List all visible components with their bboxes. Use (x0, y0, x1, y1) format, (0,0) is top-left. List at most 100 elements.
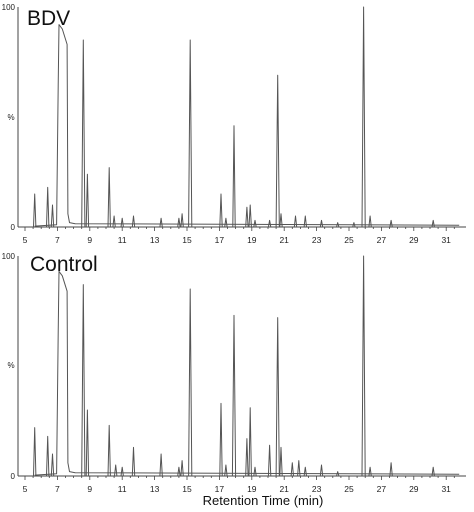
peak (114, 464, 118, 477)
peak (431, 466, 435, 477)
peak (131, 446, 136, 477)
peak (219, 193, 223, 228)
peak (275, 74, 280, 228)
peak (275, 317, 280, 477)
peak (120, 466, 124, 477)
peak (253, 219, 257, 228)
x-tick-label: 23 (312, 484, 322, 494)
peak (159, 217, 163, 228)
peak (85, 173, 90, 228)
x-tick-label: 29 (409, 235, 419, 245)
peak (303, 215, 307, 228)
peak (389, 462, 393, 477)
x-tick-label: 7 (55, 484, 60, 494)
x-tick-label: 9 (87, 235, 92, 245)
panel-title: BDV (27, 7, 70, 30)
y-tick-label: 0 (11, 472, 16, 481)
x-tick-label: 27 (377, 235, 387, 245)
peak (107, 424, 111, 477)
y-tick-label: 100 (2, 3, 16, 12)
x-tick-label: 15 (182, 235, 192, 245)
peak (159, 453, 163, 477)
peak (50, 453, 55, 477)
peak (180, 460, 184, 477)
peak (224, 217, 228, 228)
peak (33, 427, 37, 477)
x-tick-label: 9 (87, 484, 92, 494)
y-axis-label: % (7, 361, 14, 370)
peak (231, 314, 237, 477)
peak (279, 446, 283, 477)
x-tick-label: 21 (279, 484, 289, 494)
peak (224, 464, 228, 477)
peak (46, 186, 50, 228)
peak (319, 219, 324, 228)
peak (112, 215, 116, 228)
peak (303, 466, 307, 477)
control-panel: 100 0% 5 7 9 11 13 15 17 19 21 23 25 27 29 31 Control (2, 252, 466, 494)
x-tick-label: 17 (215, 235, 225, 245)
x-tick-label: 5 (23, 484, 28, 494)
x-tick-label: 25 (344, 235, 354, 245)
peak (336, 471, 340, 477)
peak (107, 167, 111, 228)
peak (368, 466, 372, 477)
peak (131, 215, 136, 228)
peak (352, 222, 356, 228)
peak (46, 435, 50, 477)
x-tick-label: 13 (150, 484, 160, 494)
peak (245, 206, 249, 228)
x-tick-label: 23 (312, 235, 322, 245)
x-tick-label: 13 (150, 235, 160, 245)
x-tick-label: 19 (247, 235, 257, 245)
x-tick-label: 11 (118, 235, 127, 245)
peak (180, 213, 184, 228)
peak (293, 215, 298, 228)
peak (85, 409, 90, 477)
peak (177, 217, 181, 228)
peak (361, 6, 366, 228)
y-axis-label: % (7, 113, 14, 122)
peak (50, 204, 55, 228)
peak (33, 193, 37, 228)
peak (253, 466, 257, 477)
peak (389, 219, 393, 228)
peak (267, 444, 272, 477)
peak (267, 219, 272, 228)
x-tick-label: 15 (182, 484, 192, 494)
peak (248, 407, 252, 477)
peak (279, 213, 283, 228)
x-tick-label: 29 (409, 484, 419, 494)
panel-title: Control (30, 253, 98, 276)
series-line (34, 24, 460, 227)
peak (431, 219, 435, 228)
peak (188, 288, 193, 477)
peak (319, 464, 324, 477)
series-line (34, 270, 460, 476)
x-tick-label: 21 (279, 235, 289, 245)
peak (232, 125, 236, 228)
x-tick-label: 25 (344, 484, 354, 494)
peak (248, 204, 252, 228)
peak (188, 39, 193, 228)
peak (81, 284, 86, 477)
peak (177, 466, 181, 477)
x-tick-label: 19 (247, 484, 257, 494)
x-tick-label: 27 (377, 484, 387, 494)
x-tick-label: 17 (215, 484, 225, 494)
peak (290, 462, 294, 477)
y-tick-label: 100 (2, 252, 16, 261)
x-tick-label: 31 (441, 484, 451, 494)
x-axis-title: Retention Time (min) (203, 493, 324, 508)
x-tick-label: 7 (55, 235, 60, 245)
x-tick-label: 5 (23, 235, 28, 245)
y-tick-label: 0 (11, 223, 16, 232)
peak (120, 217, 124, 228)
peak (368, 215, 372, 228)
peak (336, 222, 340, 228)
peak (81, 39, 86, 228)
peak (219, 402, 223, 477)
peak (297, 460, 301, 477)
bdv-panel: 100 0% 5 7 9 11 13 15 17 19 21 23 25 27 29 31 BDV (2, 3, 466, 245)
